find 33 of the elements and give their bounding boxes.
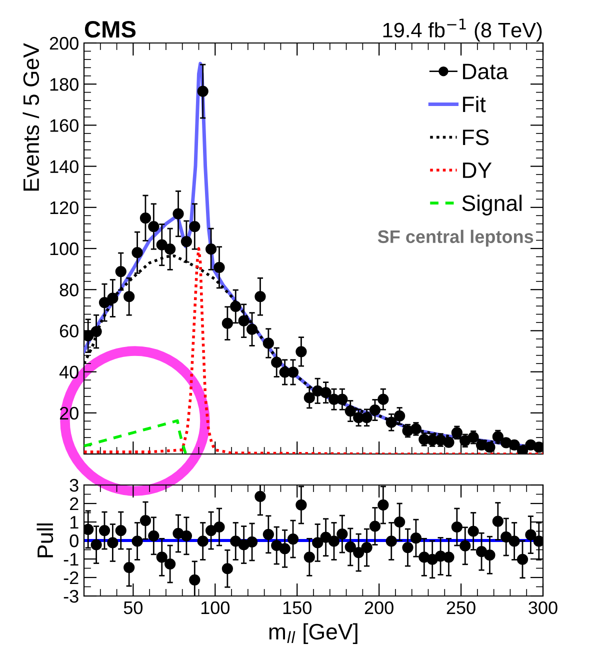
x-axis-title: m$_{ll}$ [GeV] (269, 623, 358, 644)
y-tick-label: 200 (50, 36, 78, 50)
y-tick-label: -2 (64, 571, 78, 584)
y-tick-label: 180 (50, 78, 78, 91)
x-tick-label: 150 (283, 601, 312, 614)
y-tick-label: 1 (70, 516, 78, 529)
x-tick-label: 200 (364, 601, 394, 614)
x-tick-label: 300 (528, 601, 558, 614)
y-tick-label: 3 (70, 478, 78, 492)
legend-label: DY (463, 162, 492, 178)
y-tick-label: 80 (60, 284, 78, 296)
y-tick-label: 2 (70, 497, 78, 510)
legend-label: Fit (463, 96, 486, 112)
x-tick-label: 250 (446, 601, 476, 614)
chart-subtitle: 19.4 fb$^{−1}$ (8 TeV) (383, 18, 542, 42)
legend-label: FS (463, 129, 489, 146)
y-axis-title: Events / 5 GeV (22, 43, 40, 191)
y-axis-title: Pull (36, 523, 54, 558)
legend-label: Data (463, 64, 508, 80)
y-tick-label: -1 (64, 553, 78, 566)
x-tick-label: 100 (201, 601, 230, 614)
y-tick-label: 160 (50, 119, 78, 132)
y-tick-label: 60 (60, 324, 78, 338)
y-tick-label: 100 (50, 242, 78, 256)
y-tick-label: 140 (50, 160, 78, 174)
legend-label: Signal (462, 194, 522, 216)
y-tick-label: 40 (59, 366, 78, 379)
y-tick-label: -3 (64, 590, 78, 603)
annotation: SF central leptons (378, 230, 534, 247)
chart-title: CMS (84, 20, 136, 38)
y-tick-label: 0 (70, 534, 78, 548)
y-tick-label: 120 (50, 201, 78, 214)
x-tick-label: 50 (124, 601, 143, 614)
